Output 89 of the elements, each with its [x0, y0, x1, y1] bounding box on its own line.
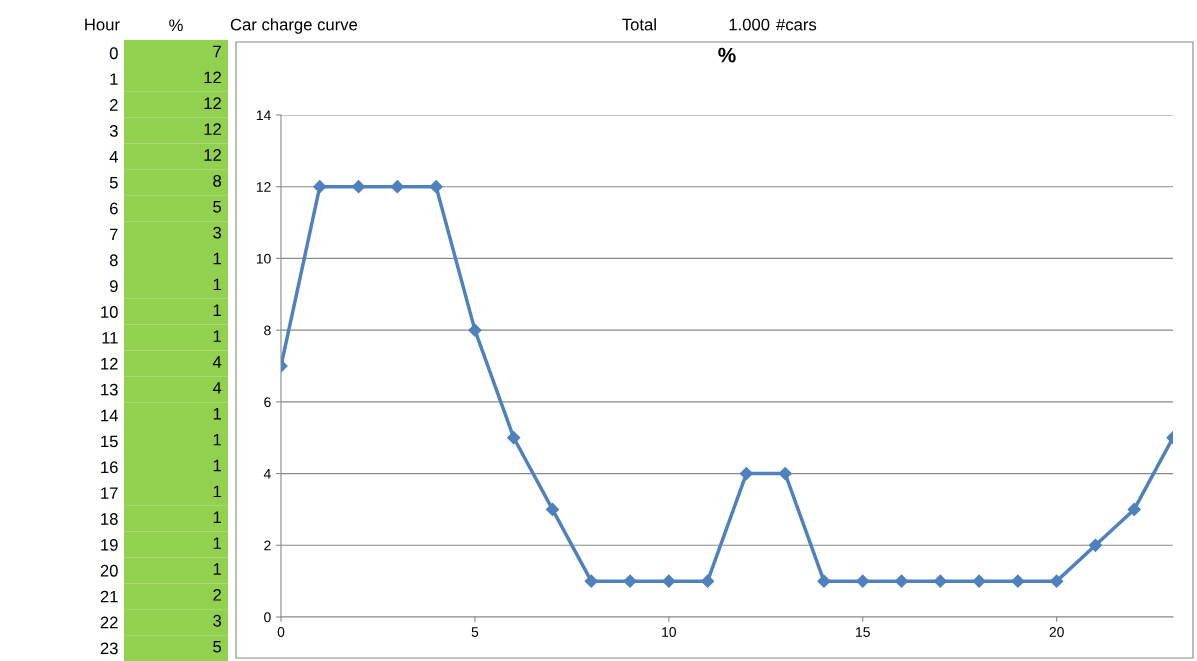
- point: [584, 574, 598, 588]
- y-tick-label: 2: [264, 540, 271, 551]
- y-tick-label: 0: [264, 612, 271, 623]
- text: #cars: [776, 18, 817, 31]
- y-tick-label: 14: [256, 110, 271, 121]
- y-tick-label: 22: [100, 616, 118, 629]
- point: [856, 574, 870, 588]
- point: [662, 574, 676, 588]
- data-label: 1: [213, 304, 221, 316]
- data-label: 1: [213, 563, 221, 575]
- data-label: 5: [213, 201, 222, 213]
- point: [390, 180, 404, 194]
- y-tick-label: 14: [101, 409, 118, 422]
- point: [429, 180, 443, 194]
- point: [1050, 574, 1064, 588]
- data-label: 8: [213, 174, 222, 187]
- point: [894, 574, 909, 588]
- y-tick-label: 19: [101, 538, 118, 551]
- point: [778, 466, 792, 481]
- y-tick-label: 6: [264, 397, 271, 408]
- data-label: 3: [213, 614, 222, 627]
- x-tick-label: 5: [471, 627, 479, 637]
- y-tick-label: 21: [100, 590, 118, 603]
- x-tick-label: 10: [662, 627, 677, 637]
- data-label: 1: [213, 252, 221, 265]
- y-tick-label: 10: [256, 253, 271, 264]
- y-tick-label: 4: [109, 151, 118, 163]
- data-label: 12: [204, 149, 221, 161]
- y-tick-label: 16: [101, 461, 118, 474]
- point: [507, 431, 521, 445]
- data-label: 12: [204, 71, 221, 84]
- y-tick-label: 12: [101, 357, 118, 370]
- data-label: 3: [213, 226, 222, 239]
- data-label: 1: [213, 485, 221, 498]
- point: [972, 574, 986, 588]
- data-label: 1: [213, 537, 221, 549]
- data-label: 12: [204, 123, 221, 135]
- point: [313, 180, 327, 194]
- point: [739, 466, 753, 481]
- text: Car charge curve: [230, 18, 358, 34]
- point: [623, 574, 637, 588]
- data-label: 1: [213, 278, 221, 291]
- text: 1.000: [729, 18, 770, 31]
- y-tick-label: 13: [101, 383, 118, 396]
- y-tick-label: 18: [101, 513, 118, 525]
- x-tick-label: 20: [1049, 627, 1064, 637]
- y-tick-label: 4: [263, 469, 271, 479]
- point: [933, 574, 947, 588]
- point: [468, 323, 482, 337]
- y-tick-label: 3: [109, 124, 118, 137]
- point: [1011, 574, 1025, 588]
- text: Total: [622, 18, 656, 31]
- y-tick-label: 2: [110, 99, 118, 111]
- data-label: 1: [213, 511, 221, 523]
- y-tick-label: 20: [100, 564, 118, 577]
- point: [351, 180, 366, 194]
- data-label: 5: [213, 640, 222, 653]
- y-tick-label: 8: [109, 254, 118, 267]
- data-label: 1: [213, 330, 221, 342]
- data-label: 7: [213, 45, 221, 58]
- point: [545, 502, 560, 517]
- chart-title: %: [718, 47, 736, 63]
- point: [701, 574, 715, 588]
- data-label: 2: [213, 588, 221, 601]
- x-tick-label: 15: [856, 627, 870, 637]
- y-tick-label: 9: [109, 280, 118, 293]
- y-tick-label: 5: [109, 176, 118, 189]
- data-label: 1: [213, 459, 221, 472]
- y-axis-title: Hour: [85, 18, 120, 31]
- data-label: 1: [213, 408, 221, 420]
- y-tick-label: 7: [110, 228, 118, 241]
- y-tick-label: 23: [100, 642, 118, 655]
- x-tick-label: 0: [277, 627, 285, 637]
- data-label: 4: [212, 382, 222, 394]
- y-tick-label: 12: [256, 182, 271, 192]
- y-tick-label: 6: [110, 202, 118, 215]
- y-tick-label: 15: [101, 435, 118, 448]
- data-label: 12: [204, 97, 221, 109]
- y-tick-label: 8: [264, 325, 271, 336]
- data-label: 1: [213, 433, 221, 446]
- point: [817, 574, 831, 588]
- point: [1127, 502, 1141, 517]
- y-tick-label: 17: [101, 487, 118, 499]
- y-tick-label: 1: [110, 73, 118, 85]
- y-tick-label: 10: [101, 306, 118, 318]
- y-tick-label: 11: [102, 332, 118, 344]
- data-label: 4: [212, 356, 222, 368]
- y-tick-label: 0: [109, 47, 118, 60]
- point: [1088, 538, 1103, 552]
